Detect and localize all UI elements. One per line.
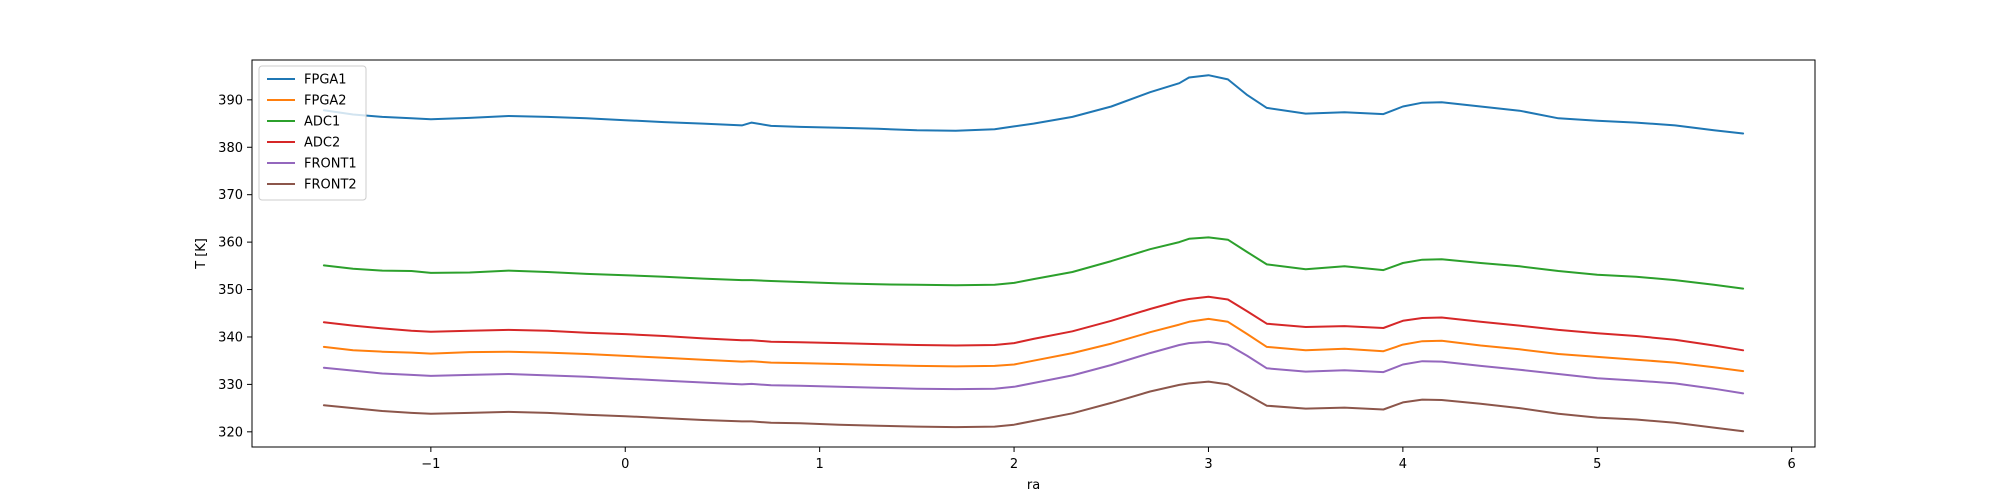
legend-label-adc1: ADC1 xyxy=(304,115,340,130)
series-line-front1 xyxy=(322,340,1745,395)
y-tick-label: 320 xyxy=(218,425,243,440)
y-tick-label: 330 xyxy=(218,378,243,393)
x-tick-label: −1 xyxy=(421,457,440,472)
y-tick-label: 360 xyxy=(218,236,243,251)
y-tick-label: 370 xyxy=(218,188,243,203)
y-tick-label: 380 xyxy=(218,141,243,156)
series-line-fpga1 xyxy=(322,74,1745,135)
legend: FPGA1 FPGA2 ADC1 ADC2 FRONT1 FRONT2 xyxy=(258,65,367,201)
legend-label-adc2: ADC2 xyxy=(304,136,340,151)
y-axis-label: T [K] xyxy=(194,238,209,270)
x-tick-label: 1 xyxy=(816,457,824,472)
legend-label-front2: FRONT2 xyxy=(304,178,357,193)
series-line-adc2 xyxy=(322,295,1745,352)
axes: −1 0 1 2 3 4 5 6 320 330 340 350 360 370 380 390 xyxy=(218,59,1816,472)
legend-label-front1: FRONT1 xyxy=(304,157,357,172)
series-line-adc1 xyxy=(322,236,1745,290)
x-axis-label: ra xyxy=(1027,478,1040,493)
legend-label-fpga2: FPGA2 xyxy=(304,94,347,109)
x-tick-label: 2 xyxy=(1010,457,1018,472)
x-tick-label: 3 xyxy=(1204,457,1212,472)
x-tick-label: 6 xyxy=(1788,457,1796,472)
x-tick-label: 5 xyxy=(1593,457,1601,472)
legend-label-fpga1: FPGA1 xyxy=(304,73,347,88)
x-tick-label: 4 xyxy=(1399,457,1407,472)
axes-frame xyxy=(251,59,1816,448)
series-line-fpga2 xyxy=(322,317,1745,373)
x-tick-label: 0 xyxy=(621,457,629,472)
y-tick-label: 340 xyxy=(218,330,243,345)
series-line-front2 xyxy=(322,380,1745,433)
plot-area xyxy=(322,74,1745,433)
y-tick-label: 350 xyxy=(218,283,243,298)
y-tick-label: 390 xyxy=(218,93,243,108)
